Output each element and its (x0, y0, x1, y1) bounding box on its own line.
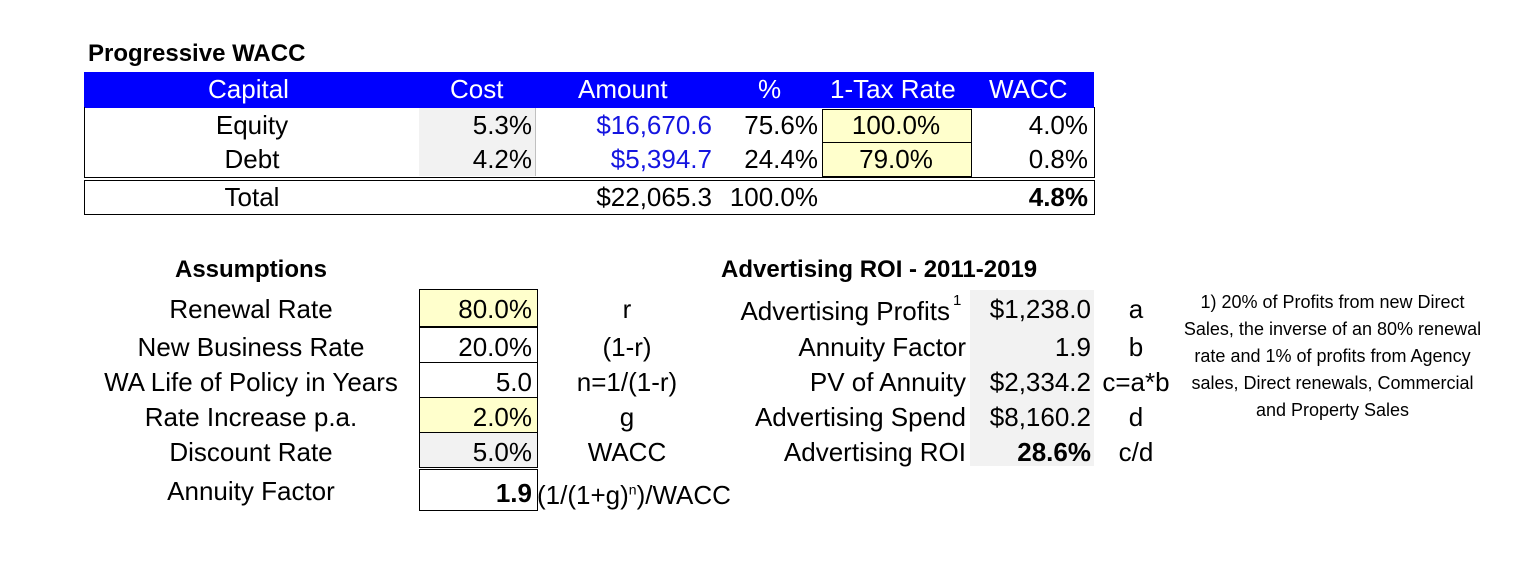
assumption-note-life: n=1/(1-r) (576, 367, 678, 397)
roi-note-profits: a (1128, 294, 1144, 324)
assumption-value-rate-increase[interactable]: 2.0% (472, 402, 532, 432)
row-debt-percent: 24.4% (744, 144, 818, 174)
assumption-value-renewal[interactable]: 80.0% (458, 294, 532, 324)
assumption-label-annuity: Annuity Factor (167, 476, 335, 506)
roi-label-profits-text: Advertising Profits (740, 296, 950, 326)
row-debt-capital: Debt (224, 144, 280, 174)
assumption-label-life: WA Life of Policy in Years (104, 367, 398, 397)
total-label: Total (224, 182, 280, 212)
roi-value-profits[interactable]: $1,238.0 (989, 294, 1091, 324)
wacc-title: Progressive WACC (88, 40, 306, 67)
roi-value-pv[interactable]: $2,334.2 (989, 367, 1091, 397)
row-debt-tax[interactable]: 79.0% (859, 144, 933, 174)
assumptions-title: Assumptions (174, 256, 327, 283)
row-equity-percent: 75.6% (744, 110, 818, 140)
assumption-note-discount: WACC (587, 437, 667, 467)
annuity-formula-pre: (1/(1+g) (537, 480, 629, 510)
row-equity-tax[interactable]: 100.0% (851, 110, 941, 140)
roi-value-roi[interactable]: 28.6% (1017, 437, 1091, 467)
roi-label-pv: PV of Annuity (809, 367, 966, 397)
assumption-note-annuity: (1/(1+g)n)/WACC (537, 482, 731, 508)
roi-label-roi: Advertising ROI (783, 437, 966, 467)
roi-note-roi: c/d (1118, 437, 1154, 467)
header-cost: Cost (450, 74, 504, 104)
tax-cell-equity-bg[interactable] (822, 109, 972, 143)
roi-values-bg (970, 290, 1094, 466)
assumption-value-new-business[interactable]: 20.0% (458, 332, 532, 362)
roi-label-annuity: Annuity Factor (798, 332, 966, 362)
assumption-value-annuity[interactable]: 1.9 (495, 478, 532, 508)
roi-label-profits: Advertising Profits (700, 298, 950, 324)
header-capital: Capital (208, 74, 289, 104)
total-percent: 100.0% (729, 182, 818, 212)
header-percent: % (758, 74, 782, 104)
total-divider-1 (84, 177, 1095, 178)
assumption-value-life[interactable]: 5.0 (495, 367, 532, 397)
assumption-note-renewal: r (622, 294, 632, 324)
wacc-total-frame (84, 180, 1095, 215)
cost-cells-bg (419, 108, 536, 176)
row-debt-wacc: 0.8% (1028, 144, 1088, 174)
assumption-note-rate-increase: g (619, 402, 635, 432)
roi-note-spend: d (1128, 402, 1144, 432)
roi-value-spend[interactable]: $8,160.2 (989, 402, 1091, 432)
total-amount: $22,065.3 (596, 182, 712, 212)
row-debt-cost[interactable]: 4.2% (472, 144, 532, 174)
row-equity-amount[interactable]: $16,670.6 (596, 110, 712, 140)
tax-cell-debt-bg[interactable] (822, 142, 972, 177)
assumption-label-renewal: Renewal Rate (169, 294, 333, 324)
roi-value-annuity[interactable]: 1.9 (1054, 332, 1091, 362)
assumption-value-discount[interactable]: 5.0% (472, 437, 532, 467)
row-equity-capital: Equity (215, 110, 289, 140)
roi-label-spend: Advertising Spend (754, 402, 966, 432)
row-equity-wacc: 4.0% (1028, 110, 1088, 140)
annuity-factor-cell[interactable] (419, 469, 538, 511)
total-wacc: 4.8% (1028, 182, 1088, 212)
annuity-formula-exponent: n (628, 481, 637, 498)
annuity-formula-post: )/WACC (636, 480, 731, 510)
roi-note-pv: c=a*b (1102, 367, 1170, 397)
assumption-note-new-business: (1-r) (602, 332, 652, 362)
header-tax-rate: 1-Tax Rate (830, 74, 956, 104)
cost-cell-border (535, 108, 536, 176)
assumption-label-discount: Discount Rate (169, 437, 333, 467)
roi-title: Advertising ROI - 2011-2019 (721, 256, 1038, 283)
footnote: 1) 20% of Profits from new Direct Sales,… (1183, 292, 1482, 420)
discount-rate-cell[interactable] (419, 432, 538, 468)
row-equity-cost[interactable]: 5.3% (472, 110, 532, 140)
header-wacc: WACC (989, 74, 1068, 104)
row-debt-amount[interactable]: $5,394.7 (610, 144, 712, 174)
wacc-header-row: Capital Cost Amount % 1-Tax Rate WACC (84, 72, 1094, 108)
roi-footnote-marker: 1 (953, 292, 962, 309)
assumption-label-rate-increase: Rate Increase p.a. (144, 402, 358, 432)
roi-note-annuity: b (1128, 332, 1144, 362)
renewal-rate-cell[interactable] (419, 289, 538, 327)
assumption-label-new-business: New Business Rate (137, 332, 365, 362)
header-amount: Amount (578, 74, 668, 104)
